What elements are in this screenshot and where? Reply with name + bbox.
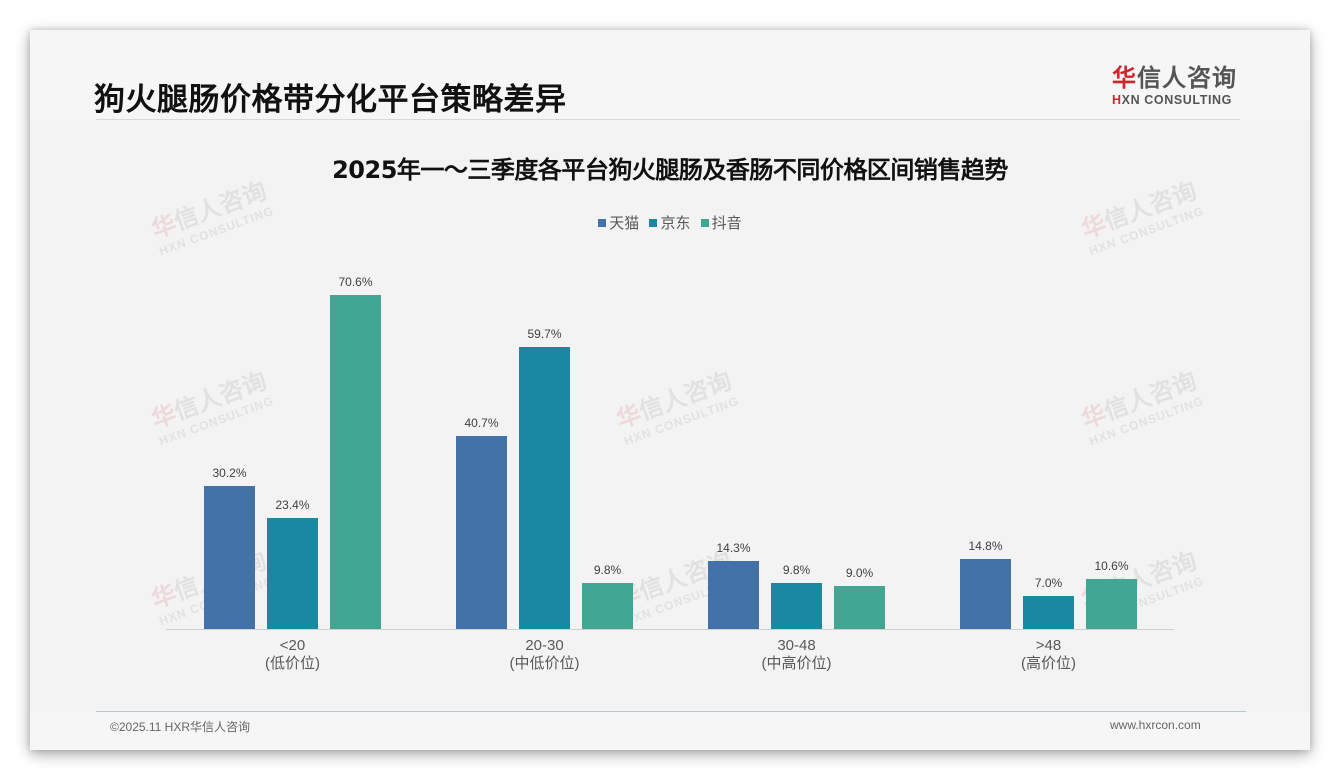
data-label-jd-1: 59.7% (527, 327, 562, 341)
page-title: 狗火腿肠价格带分化平台策略差异 (94, 82, 567, 118)
footer-band (30, 712, 1310, 750)
bar-jd-0 (267, 518, 318, 629)
footer-divider (96, 711, 1246, 712)
bar-tmall-1 (456, 436, 507, 629)
logo-cn: 华信人咨询 (1112, 64, 1242, 92)
legend-label-douyin: 抖音 (711, 215, 742, 232)
legend-swatch-jd (649, 219, 658, 227)
data-label-douyin-2: 9.0% (845, 566, 874, 580)
legend-label-tmall: 天猫 (609, 215, 640, 232)
data-label-tmall-3: 14.8% (968, 539, 1003, 553)
data-label-douyin-0: 70.6% (338, 275, 373, 289)
logo-en-first: H (1112, 93, 1122, 107)
x-axis-range: 30-48 (777, 637, 816, 654)
bar-jd-2 (771, 583, 822, 629)
logo-cn-first: 华 (1112, 64, 1137, 92)
x-axis-tier: (高价位) (1021, 655, 1076, 672)
x-axis-line (166, 629, 1174, 630)
legend-item-jd: 京东 (649, 212, 691, 233)
data-label-jd-3: 7.0% (1034, 576, 1063, 590)
bar-tmall-3 (960, 559, 1011, 629)
header-band (30, 30, 1310, 120)
footer-copyright: ©2025.11 HXR华信人咨询 (110, 720, 250, 734)
legend-swatch-tmall (598, 219, 607, 227)
data-label-jd-0: 23.4% (275, 498, 310, 512)
bar-tmall-2 (708, 561, 759, 629)
header-divider (96, 119, 1240, 120)
footer-website: www.hxrcon.com (1110, 718, 1201, 732)
bar-jd-1 (519, 347, 570, 629)
x-axis-tier: (中低价位) (509, 655, 580, 672)
bar-jd-3 (1023, 596, 1074, 629)
bar-douyin-0 (330, 295, 381, 629)
chart-legend: 天猫 京东 抖音 (30, 212, 1310, 233)
x-axis-label-0: <20 (低价位) (203, 637, 383, 673)
data-label-douyin-3: 10.6% (1094, 559, 1129, 573)
x-axis-range: 20-30 (525, 637, 564, 654)
x-axis-label-2: 30-48 (中高价位) (707, 637, 887, 673)
x-axis-label-3: >48 (高价位) (959, 637, 1139, 673)
data-label-jd-2: 9.8% (782, 563, 811, 577)
x-axis-label-1: 20-30 (中低价位) (455, 637, 635, 673)
brand-logo: 华信人咨询 HXN CONSULTING (1112, 64, 1242, 107)
plot-area: 30.2% 23.4% 70.6% <20 (低价位) 40.7% 59.7% 9.8% 20-… (166, 220, 1174, 672)
data-label-tmall-0: 30.2% (212, 466, 247, 480)
legend-item-tmall: 天猫 (598, 212, 639, 233)
data-label-douyin-1: 9.8% (593, 563, 622, 577)
bar-douyin-1 (582, 583, 633, 629)
x-axis-tier: (低价位) (265, 655, 320, 672)
logo-cn-rest: 信人咨询 (1137, 64, 1237, 92)
logo-en: HXN CONSULTING (1112, 93, 1242, 107)
data-label-tmall-1: 40.7% (464, 416, 499, 430)
legend-label-jd: 京东 (660, 215, 691, 232)
data-label-tmall-2: 14.3% (716, 541, 751, 555)
bar-douyin-2 (834, 586, 885, 629)
chart-title: 2025年一～三季度各平台狗火腿肠及香肠不同价格区间销售趋势 (332, 156, 1008, 184)
x-axis-tier: (中高价位) (761, 655, 832, 672)
legend-swatch-douyin (700, 219, 709, 227)
bar-douyin-3 (1086, 579, 1137, 629)
x-axis-range: <20 (279, 637, 306, 654)
bar-tmall-0 (204, 486, 255, 629)
legend-item-douyin: 抖音 (700, 212, 742, 233)
logo-en-rest: XN CONSULTING (1121, 93, 1232, 107)
x-axis-range: >48 (1035, 637, 1062, 654)
slide: 狗火腿肠价格带分化平台策略差异 华信人咨询 HXN CONSULTING 华信人… (30, 30, 1310, 750)
